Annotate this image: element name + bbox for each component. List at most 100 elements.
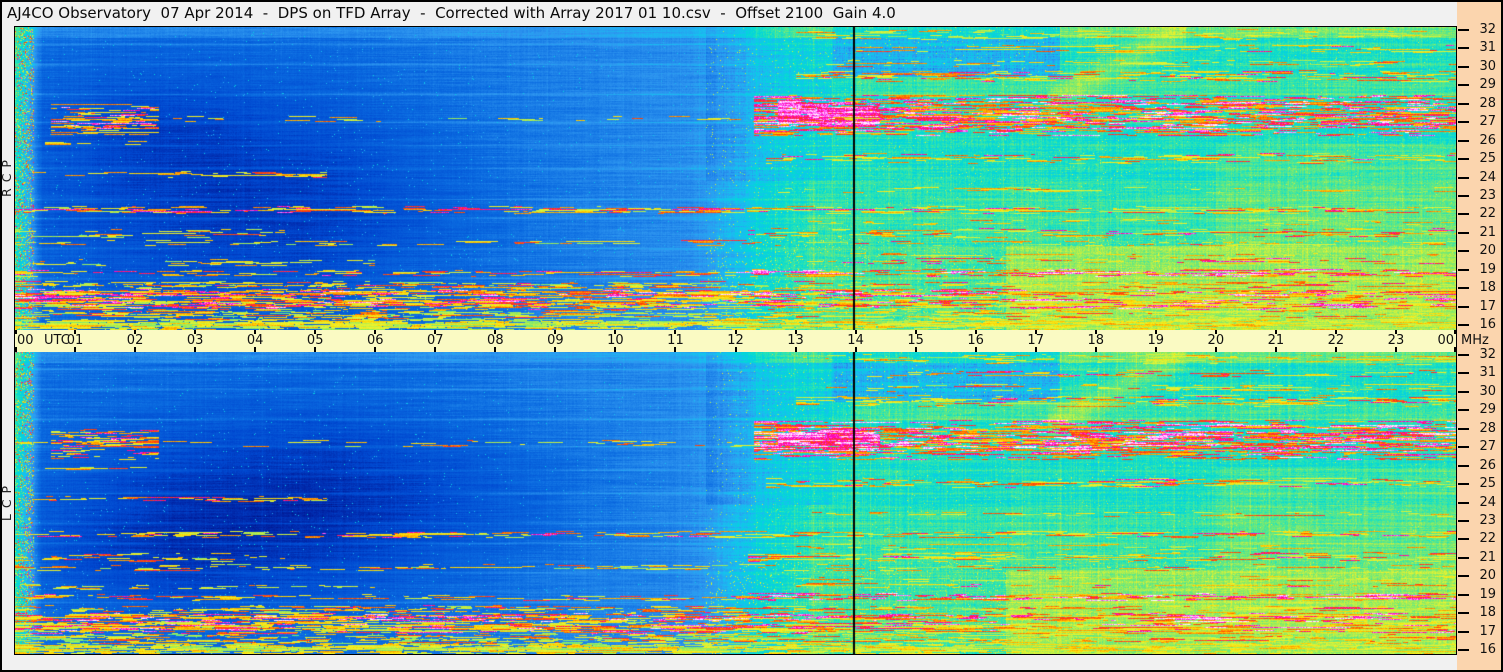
freq-tick — [1458, 464, 1469, 467]
hour-label: 19 — [1147, 333, 1165, 348]
freq-tick — [1458, 176, 1469, 179]
hour-tick — [434, 347, 437, 352]
freq-tick-label: 32 — [1479, 347, 1496, 362]
hour-tick — [15, 347, 17, 352]
freq-tick — [1458, 483, 1469, 486]
freq-tick-label: 29 — [1479, 77, 1496, 93]
hour-label: 17 — [1027, 333, 1044, 348]
spectrogram-rcp[interactable] — [15, 27, 1456, 330]
hour-tick — [74, 330, 77, 334]
freq-tick — [1458, 372, 1469, 375]
hour-tick — [1154, 330, 1157, 334]
hour-label: 10 — [607, 333, 624, 348]
hour-tick — [734, 347, 737, 352]
hour-tick — [494, 330, 497, 334]
freq-tick-label: 29 — [1479, 402, 1496, 418]
freq-tick-label: 27 — [1479, 439, 1496, 455]
hour-label: 14 — [847, 333, 864, 348]
freq-tick — [1458, 446, 1469, 449]
freq-tick-label: 24 — [1479, 169, 1496, 185]
hour-tick — [314, 347, 317, 352]
hour-tick — [1454, 347, 1456, 352]
freq-tick-label: 30 — [1479, 383, 1496, 399]
freq-tick-label: 25 — [1479, 476, 1496, 492]
freq-tick — [1458, 287, 1469, 290]
freq-tick-label: 31 — [1479, 365, 1496, 381]
hour-label: 18 — [1087, 333, 1105, 348]
hour-tick — [194, 330, 197, 334]
freq-tick — [1458, 84, 1469, 87]
freq-tick — [1458, 390, 1469, 393]
freq-tick — [1458, 409, 1469, 412]
freq-tick — [1458, 427, 1469, 430]
freq-tick — [1458, 213, 1469, 216]
hour-tick — [674, 330, 677, 334]
hour-label: 05 — [306, 333, 324, 348]
freq-tick — [1458, 575, 1469, 578]
freq-tick-label: 16 — [1479, 317, 1496, 332]
freq-tick-label: 20 — [1479, 568, 1496, 584]
left-axis-label-lcp: L C P — [0, 484, 14, 522]
hour-label: 03 — [186, 333, 204, 348]
hour-tick — [1454, 330, 1456, 334]
hour-label: 02 — [126, 333, 144, 348]
hour-tick — [1334, 330, 1337, 334]
hour-label: 09 — [547, 333, 564, 348]
hour-tick — [74, 347, 77, 352]
hour-tick — [494, 347, 497, 352]
hour-tick — [794, 330, 797, 334]
freq-tick — [1458, 354, 1469, 356]
left-axis-label-rcp: R C P — [0, 159, 14, 197]
freq-tick-label: 28 — [1479, 95, 1496, 111]
hour-tick — [1034, 347, 1037, 352]
hour-tick — [1274, 330, 1277, 334]
hour-label: 22 — [1327, 333, 1345, 348]
freq-tick-label: 26 — [1479, 132, 1496, 148]
freq-tick-label: 31 — [1479, 40, 1496, 56]
hour-label: 16 — [967, 333, 984, 348]
spectrogram-lcp[interactable] — [15, 352, 1456, 654]
hour-tick — [914, 347, 917, 352]
freq-tick — [1458, 102, 1469, 105]
freq-tick-label: 24 — [1479, 494, 1496, 510]
freq-tick-label: 23 — [1479, 512, 1496, 528]
hour-tick — [254, 330, 257, 334]
freq-tick-label: 30 — [1479, 58, 1496, 74]
hour-tick — [1334, 347, 1337, 352]
freq-tick — [1458, 556, 1469, 559]
hour-tick — [434, 330, 437, 334]
hour-tick — [374, 330, 377, 334]
hour-tick — [974, 347, 977, 352]
freq-tick — [1458, 538, 1469, 541]
hour-label: 23 — [1387, 333, 1405, 348]
freq-tick-label: 20 — [1479, 243, 1496, 259]
freq-tick-label: 22 — [1479, 206, 1496, 222]
hour-tick — [1094, 347, 1097, 352]
freq-tick — [1458, 158, 1469, 161]
hour-tick — [974, 330, 977, 334]
freq-tick — [1458, 324, 1469, 326]
freq-tick-label: 17 — [1479, 298, 1496, 314]
hour-tick — [374, 347, 377, 352]
hour-label: 01 — [66, 333, 84, 348]
freq-tick-label: 22 — [1479, 531, 1496, 547]
freq-tick — [1458, 630, 1469, 633]
hour-label: 07 — [427, 333, 444, 348]
freq-tick — [1458, 612, 1469, 615]
freq-tick — [1458, 194, 1469, 197]
hour-label: 13 — [787, 333, 804, 348]
freq-tick — [1458, 305, 1469, 308]
hour-tick — [1154, 347, 1157, 352]
freq-tick-label: 19 — [1479, 586, 1496, 602]
freq-tick-label: 21 — [1479, 549, 1496, 565]
freq-tick-label: 17 — [1479, 623, 1496, 639]
hour-tick — [1214, 347, 1217, 352]
freq-tick-label: 18 — [1479, 280, 1496, 296]
freq-tick-label: 26 — [1479, 457, 1496, 473]
hour-label: 00 — [1437, 333, 1454, 348]
hour-tick — [614, 347, 617, 352]
freq-tick-label: 19 — [1479, 261, 1496, 277]
freq-tick-label: 25 — [1479, 151, 1496, 167]
hour-label: 15 — [907, 333, 924, 348]
